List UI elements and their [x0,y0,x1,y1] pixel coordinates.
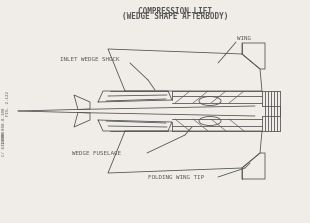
Text: INLET WEDGE SHOCK: INLET WEDGE SHOCK [60,57,119,62]
Text: (WEDGE SHAPE AFTERBODY): (WEDGE SHAPE AFTERBODY) [122,12,228,21]
Text: COMPRESSION LIFT: COMPRESSION LIFT [138,6,212,16]
Text: FIG. 2-122: FIG. 2-122 [6,91,10,116]
Text: WING: WING [237,36,251,41]
Text: C/ 6326000: C/ 6326000 [2,130,6,155]
Text: 1-000-000-0-100: 1-000-000-0-100 [2,106,6,144]
Text: WEDGE FUSELAGE: WEDGE FUSELAGE [72,151,121,156]
Text: FOLDING WING TIP: FOLDING WING TIP [148,175,204,180]
